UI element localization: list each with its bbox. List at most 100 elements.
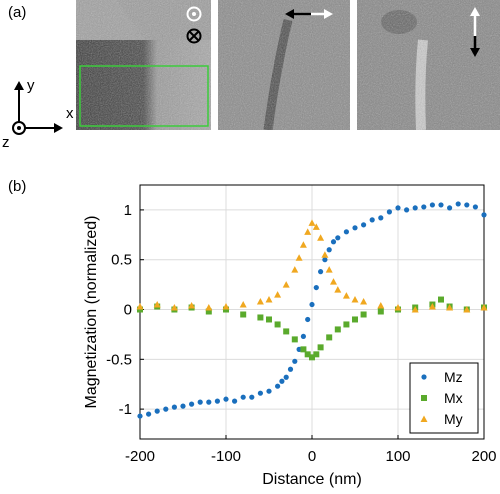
mz-point	[232, 398, 238, 404]
mx-point	[377, 308, 384, 315]
mx-point	[334, 326, 341, 333]
my-point	[205, 304, 213, 311]
mz-point	[300, 333, 306, 340]
legend-label-my: My	[444, 411, 463, 427]
mz-point	[343, 229, 349, 235]
y-tick-label: 0.5	[111, 252, 132, 269]
vertical-double-arrow-icon	[470, 7, 480, 57]
my-point	[321, 251, 329, 258]
my-point	[351, 296, 359, 303]
series-my	[136, 219, 488, 313]
mx-point	[309, 354, 315, 361]
mz-point	[279, 378, 285, 384]
my-point	[188, 302, 196, 309]
mz-point	[386, 209, 392, 215]
mz-point	[352, 225, 358, 231]
mz-point	[223, 396, 229, 402]
legend-marker-mz	[421, 374, 427, 380]
my-point	[222, 303, 230, 310]
my-point	[330, 278, 337, 285]
mx-point	[313, 351, 320, 358]
mz-point	[472, 204, 478, 210]
mz-point	[447, 205, 453, 211]
y-axis-letter: y	[27, 77, 35, 94]
z-axis-letter: z	[2, 134, 10, 150]
mx-point	[304, 351, 311, 358]
my-point	[325, 266, 333, 273]
mz-point	[455, 201, 461, 207]
mz-point	[330, 239, 337, 245]
my-point	[312, 223, 320, 230]
y-tick-label: 0	[124, 302, 132, 319]
mz-point	[322, 257, 328, 263]
my-point	[265, 296, 273, 303]
mz-point	[464, 202, 470, 208]
mz-point	[189, 401, 195, 407]
mx-point	[300, 346, 307, 353]
roi-box	[79, 65, 209, 127]
x-tick-label: 100	[385, 448, 410, 465]
mx-point	[438, 296, 444, 303]
my-point	[377, 302, 385, 309]
my-point	[446, 304, 454, 311]
my-point	[304, 228, 312, 235]
y-tick-label: -1	[119, 401, 132, 418]
y-tick-label: -0.5	[106, 351, 132, 368]
mz-point	[283, 374, 289, 380]
mz-point	[378, 215, 384, 221]
y-axis-title: Magnetization (normalized)	[83, 216, 100, 409]
mz-point	[481, 212, 487, 218]
my-point	[239, 301, 247, 308]
my-point	[282, 281, 290, 288]
my-point	[411, 306, 419, 313]
mz-point	[180, 403, 186, 409]
x-tick-label: 0	[308, 448, 316, 465]
my-point	[428, 303, 436, 310]
my-point	[274, 291, 282, 298]
mz-point	[171, 404, 177, 410]
mx-point	[326, 334, 333, 341]
my-point	[394, 304, 402, 311]
mz-point	[275, 383, 281, 389]
my-point	[295, 254, 303, 261]
mz-point	[438, 202, 444, 208]
coordinate-axes-diagram: y x z	[2, 77, 74, 150]
mz-point	[154, 408, 160, 414]
chart-series	[136, 201, 488, 419]
my-point	[334, 286, 342, 293]
mz-point	[266, 388, 272, 394]
mz-point	[287, 366, 294, 372]
mz-point	[214, 398, 220, 404]
mx-point	[283, 328, 290, 335]
panel-b-label: (b)	[8, 178, 27, 195]
mx-image-tile	[218, 0, 350, 130]
panel-a-label: (a)	[8, 4, 27, 21]
mz-point	[404, 207, 410, 213]
mx-point	[352, 316, 358, 323]
mx-point	[266, 316, 272, 323]
x-tick-label: -200	[125, 448, 155, 465]
legend-label-mz: Mz	[444, 369, 463, 385]
mz-point	[335, 235, 341, 241]
mz-point	[137, 413, 143, 419]
horizontal-double-arrow-icon	[285, 9, 333, 19]
into-plane-cross-icon	[186, 28, 202, 44]
my-point	[153, 301, 161, 308]
mz-point	[429, 202, 435, 208]
mz-point	[240, 394, 246, 400]
x-tick-label: 200	[471, 448, 496, 465]
mz-point	[369, 217, 375, 223]
mz-point	[412, 205, 418, 211]
mz-point	[257, 390, 263, 396]
my-image-tile	[357, 0, 500, 130]
mz-point	[206, 399, 212, 405]
mx-point	[317, 344, 324, 351]
mz-point	[361, 222, 367, 228]
mz-point	[395, 205, 401, 211]
my-point	[299, 241, 307, 248]
mz-point	[313, 284, 319, 291]
mz-point	[197, 399, 203, 405]
mz-point	[146, 411, 152, 417]
my-point	[360, 298, 368, 305]
my-point	[317, 234, 325, 241]
